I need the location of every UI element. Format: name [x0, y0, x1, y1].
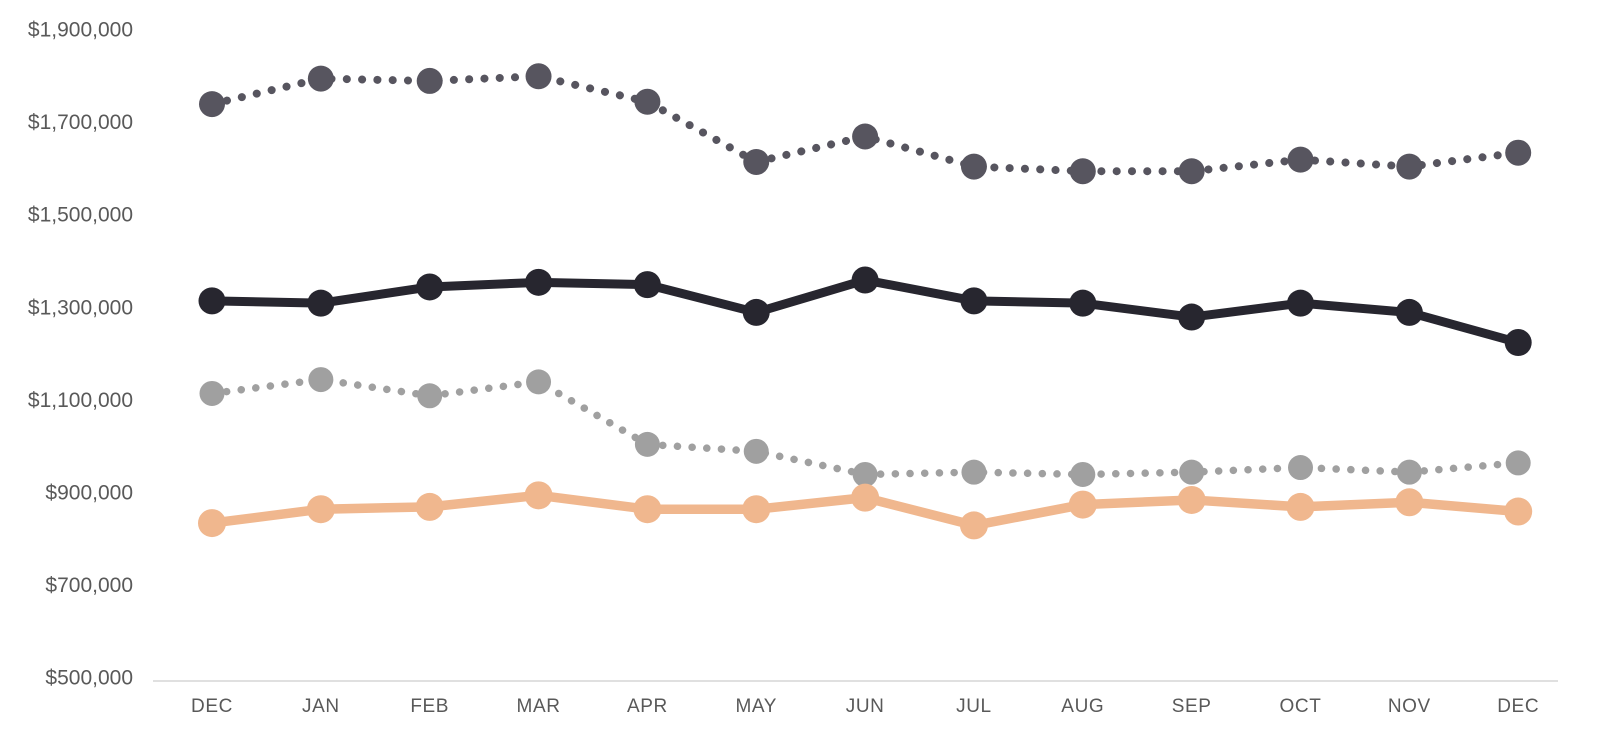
data-point-marker-solid-black-jul-7 — [960, 287, 988, 315]
data-point-marker-dotted-dark-mar-3 — [525, 63, 552, 90]
data-point-marker-solid-peach-dec-12 — [1504, 497, 1533, 526]
data-point-marker-solid-black-jun-6 — [851, 266, 879, 294]
data-point-marker-solid-peach-jun-6 — [851, 483, 880, 512]
data-point-marker-dotted-dark-dec-12 — [1505, 139, 1532, 166]
data-point-marker-solid-black-nov-11 — [1395, 298, 1423, 326]
data-point-marker-solid-black-apr-4 — [633, 271, 661, 299]
data-point-marker-solid-peach-aug-8 — [1068, 490, 1097, 519]
x-axis-tick-label: APR — [627, 696, 668, 717]
data-point-marker-dotted-dark-dec-0 — [199, 91, 225, 118]
x-axis-tick-label: SEP — [1172, 696, 1212, 717]
data-point-marker-solid-peach-apr-4 — [633, 495, 662, 524]
y-axis-tick-label: $1,500,000 — [28, 204, 133, 227]
data-point-marker-solid-black-mar-3 — [525, 268, 553, 296]
y-axis-tick-label: $1,100,000 — [28, 389, 133, 412]
data-point-marker-solid-black-oct-10 — [1287, 289, 1314, 317]
data-point-marker-solid-peach-jan-1 — [306, 495, 335, 524]
data-point-marker-dotted-gray-jun-6 — [852, 461, 878, 487]
data-point-marker-dotted-gray-dec-0 — [199, 380, 225, 406]
x-axis-tick-label: OCT — [1280, 696, 1322, 717]
data-point-marker-solid-black-dec-0 — [198, 287, 226, 315]
x-axis-tick-label: JUL — [956, 696, 992, 717]
data-point-marker-dotted-gray-nov-11 — [1396, 459, 1422, 485]
data-point-marker-solid-peach-feb-2 — [415, 492, 444, 521]
data-point-marker-dotted-dark-may-5 — [743, 148, 770, 175]
data-point-marker-solid-black-may-5 — [742, 298, 770, 326]
data-point-marker-dotted-gray-jan-1 — [308, 367, 334, 393]
x-axis-tick-label: FEB — [410, 696, 449, 717]
x-axis-tick-label: NOV — [1388, 696, 1431, 717]
data-point-marker-solid-black-aug-8 — [1069, 289, 1097, 317]
data-point-marker-dotted-dark-oct-10 — [1287, 146, 1314, 173]
data-point-marker-dotted-gray-may-5 — [743, 438, 769, 464]
x-axis-tick-label: JAN — [302, 696, 340, 717]
y-axis-tick-label: $1,900,000 — [28, 19, 133, 42]
y-axis-tick-label: $500,000 — [45, 667, 133, 690]
data-point-marker-dotted-gray-sep-9 — [1179, 459, 1205, 485]
data-point-marker-dotted-gray-mar-3 — [526, 369, 552, 395]
y-axis-tick-label: $1,300,000 — [28, 296, 133, 319]
data-point-marker-solid-black-dec-12 — [1504, 329, 1532, 357]
data-point-marker-solid-peach-mar-3 — [524, 481, 553, 510]
data-point-marker-solid-black-feb-2 — [416, 273, 444, 301]
data-point-marker-dotted-dark-jan-1 — [307, 65, 334, 92]
series-line-dotted-gray — [208, 375, 1522, 479]
data-point-marker-solid-peach-dec-0 — [198, 509, 226, 538]
data-point-marker-dotted-dark-feb-2 — [416, 67, 443, 94]
y-axis-tick-label: $900,000 — [45, 482, 133, 505]
data-point-marker-dotted-dark-jun-6 — [852, 123, 879, 150]
data-point-marker-dotted-gray-jul-7 — [961, 459, 987, 485]
data-point-marker-dotted-dark-apr-4 — [634, 88, 661, 115]
y-axis-tick-label: $700,000 — [45, 574, 133, 597]
data-point-marker-solid-black-sep-9 — [1178, 303, 1206, 331]
y-axis-tick-label: $1,700,000 — [28, 111, 133, 134]
x-axis-tick-label: AUG — [1061, 696, 1104, 717]
data-point-marker-solid-peach-may-5 — [742, 495, 771, 524]
data-point-marker-solid-peach-oct-10 — [1286, 492, 1315, 521]
data-point-marker-dotted-gray-feb-2 — [417, 383, 443, 409]
data-point-marker-dotted-gray-apr-4 — [634, 431, 660, 457]
data-point-marker-dotted-dark-nov-11 — [1396, 153, 1423, 180]
data-point-marker-solid-peach-jul-7 — [959, 511, 988, 540]
data-point-marker-dotted-gray-dec-12 — [1505, 450, 1531, 476]
x-axis-tick-label: MAR — [517, 696, 561, 717]
data-point-marker-solid-black-jan-1 — [307, 289, 335, 317]
x-axis-tick-label: DEC — [1497, 696, 1539, 717]
x-axis-tick-label: MAY — [735, 696, 777, 717]
data-point-marker-dotted-dark-aug-8 — [1069, 158, 1096, 185]
x-axis-tick-label: JUN — [846, 696, 885, 717]
data-point-marker-dotted-dark-sep-9 — [1178, 158, 1205, 185]
data-point-marker-dotted-dark-jul-7 — [960, 153, 987, 180]
data-point-marker-solid-peach-nov-11 — [1395, 488, 1424, 517]
data-point-marker-dotted-gray-aug-8 — [1070, 461, 1096, 487]
x-axis-tick-label: DEC — [191, 696, 233, 717]
data-point-marker-solid-peach-sep-9 — [1177, 485, 1206, 514]
data-point-marker-dotted-gray-oct-10 — [1288, 455, 1313, 481]
